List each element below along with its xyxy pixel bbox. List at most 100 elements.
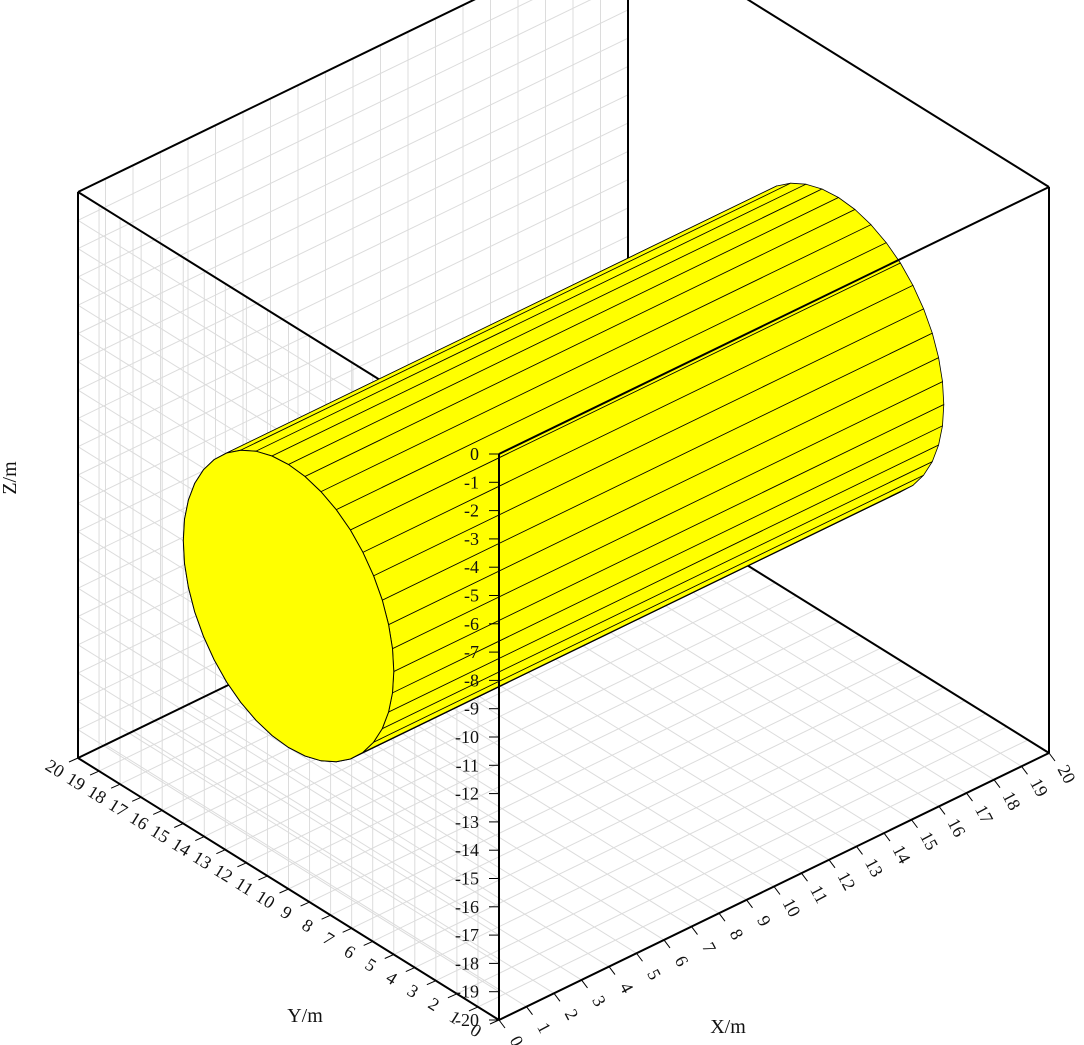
x-tick-label: 2 [561,1006,583,1023]
x-tick-label: 9 [753,912,775,929]
backwall-gridline-z [77,0,592,250]
x-tick-label: 1 [533,1019,555,1036]
x-tick [773,886,781,895]
y-tick [300,901,310,907]
z-tick-label: -8 [464,670,479,690]
y-tick [447,993,458,999]
x-tick-label: 17 [971,802,997,827]
x-tick-label: 16 [944,815,970,840]
y-tick [110,783,121,789]
z-tick-label: -13 [455,812,479,832]
floor-gridline-y [204,569,755,838]
z-axis-label: Z/m [0,461,21,495]
y-tick [489,1019,500,1025]
x-tick [636,952,643,962]
y-tick-label: 12 [210,860,236,886]
y-tick-label: 15 [147,821,173,847]
z-tick-label: -3 [464,529,479,549]
y-tick [258,875,268,881]
y-tick [195,836,205,842]
x-tick [526,1006,533,1015]
y-tick [216,849,226,855]
x-tick-label: 19 [1026,775,1052,800]
y-axis-label: Y/m [287,1005,323,1027]
frame-edge-front [498,186,1050,455]
y-tick-label: 8 [298,915,316,937]
x-tick [581,979,588,989]
x-tick-label: 4 [616,979,638,996]
y-tick-label: 9 [277,902,295,924]
y-tick [342,927,352,933]
y-tick-label: 6 [341,941,359,963]
y-tick-label: 10 [253,886,279,912]
y-tick [89,770,100,776]
x-tick-label: 0 [506,1032,528,1045]
y-tick [468,1006,479,1012]
x-tick-label: 3 [588,992,610,1009]
z-tick-label: -10 [455,727,479,747]
cylinder-surface [182,182,945,763]
x-tick [498,1019,506,1029]
x-tick-label: 20 [1054,761,1080,786]
y-tick-label: 5 [362,954,380,976]
z-tick-label: -20 [455,1010,479,1030]
backwall-gridline-z [77,94,629,363]
x-tick-label: 11 [806,882,832,907]
z-tick-label: -7 [464,642,479,662]
y-tick-label: 18 [84,781,110,807]
z-tick-label: -9 [464,699,479,719]
x-tick [828,859,836,869]
y-tick [237,862,247,868]
y-tick [279,888,289,894]
z-tick-label: -16 [455,897,479,917]
x-tick [883,832,891,842]
x-axis-label: X/m [710,1016,746,1038]
z-tick-label: -2 [464,501,479,521]
y-tick [68,757,79,763]
floor-gridline-y [225,582,776,851]
x-tick-label: 12 [834,868,860,893]
y-tick [152,809,163,815]
backwall-gridline-z [77,150,629,419]
x-tick-label: 5 [643,966,665,983]
x-tick-label: 15 [916,828,942,853]
y-tick-label: 16 [126,808,152,834]
y-tick-label: 7 [320,928,338,950]
y-tick [174,823,184,828]
z-tick-label: -1 [464,472,479,492]
backwall-gridline-z [77,9,629,278]
x-tick [938,806,946,815]
x-tick [911,819,918,829]
y-tick [131,796,142,802]
floor-gridline-y [267,608,818,877]
z-tick-label: -15 [455,869,479,889]
y-tick [384,954,394,959]
floor-gridline-y [288,621,839,890]
backwall-gridline-z [77,207,629,476]
frame-edge [77,0,476,193]
backwall-gridline-z [77,179,629,448]
x-tick-label: 8 [726,926,748,943]
x-tick [993,779,1001,789]
x-tick [553,992,561,1002]
z-tick-label: -14 [455,840,479,860]
y-tick [321,914,331,920]
y-tick [363,940,373,946]
z-tick-label: -11 [456,755,479,775]
z-tick-label: -12 [455,784,479,804]
x-tick [663,939,671,949]
z-tick-label: -19 [455,982,479,1002]
backwall-gridline-z [77,0,533,221]
x-tick-label: 18 [999,788,1025,813]
z-tick-label: -6 [464,614,479,634]
x-tick [966,792,973,802]
y-tick-label: 19 [63,768,89,794]
floor-gridline-y [246,595,797,864]
x-tick [856,846,863,855]
x-tick-label: 14 [889,842,915,867]
x-tick [691,926,698,935]
z-tick-label: -17 [455,925,479,945]
x-tick-label: 13 [861,855,887,880]
z-tick-label: 0 [470,444,479,464]
y-tick-label: 2 [425,993,443,1015]
